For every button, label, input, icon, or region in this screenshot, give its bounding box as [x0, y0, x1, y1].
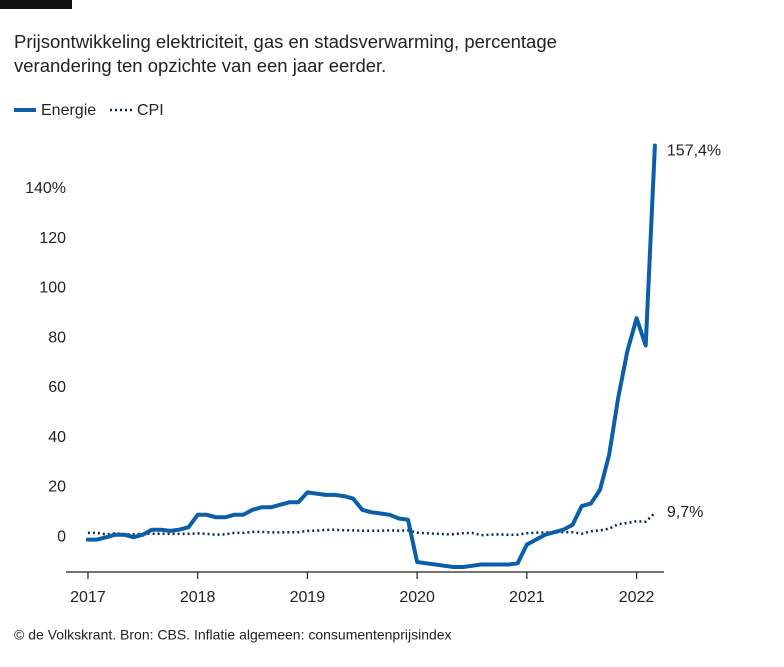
- x-tick-label: 2021: [509, 589, 545, 606]
- x-tick-label: 2019: [290, 589, 326, 606]
- x-tick-label: 2022: [619, 589, 655, 606]
- y-tick-label: 140%: [25, 180, 66, 197]
- x-tick-label: 2017: [70, 589, 106, 606]
- series-line: [85, 143, 657, 569]
- data-label: 9,7%: [667, 504, 703, 521]
- y-tick-label: 100: [39, 280, 66, 297]
- chart-title: Prijsontwikkeling elektriciteit, gas en …: [14, 31, 557, 52]
- brand-bar: [0, 0, 72, 9]
- y-tick-label: 80: [48, 329, 66, 346]
- y-tick-label: 120: [39, 230, 66, 247]
- x-tick-label: 2020: [399, 589, 435, 606]
- x-tick-label: 2018: [180, 589, 216, 606]
- legend-label: Energie: [41, 102, 96, 119]
- y-tick-label: 20: [48, 479, 66, 496]
- y-tick-label: 40: [48, 429, 66, 446]
- chart-title-line-2: verandering ten opzichte van een jaar ee…: [14, 55, 386, 76]
- y-tick-label: 60: [48, 379, 66, 396]
- legend-label: CPI: [137, 102, 164, 119]
- source-note: © de Volkskrant. Bron: CBS. Inflatie alg…: [14, 627, 452, 643]
- y-tick-label: 0: [57, 528, 66, 545]
- data-label: 157,4%: [667, 143, 721, 160]
